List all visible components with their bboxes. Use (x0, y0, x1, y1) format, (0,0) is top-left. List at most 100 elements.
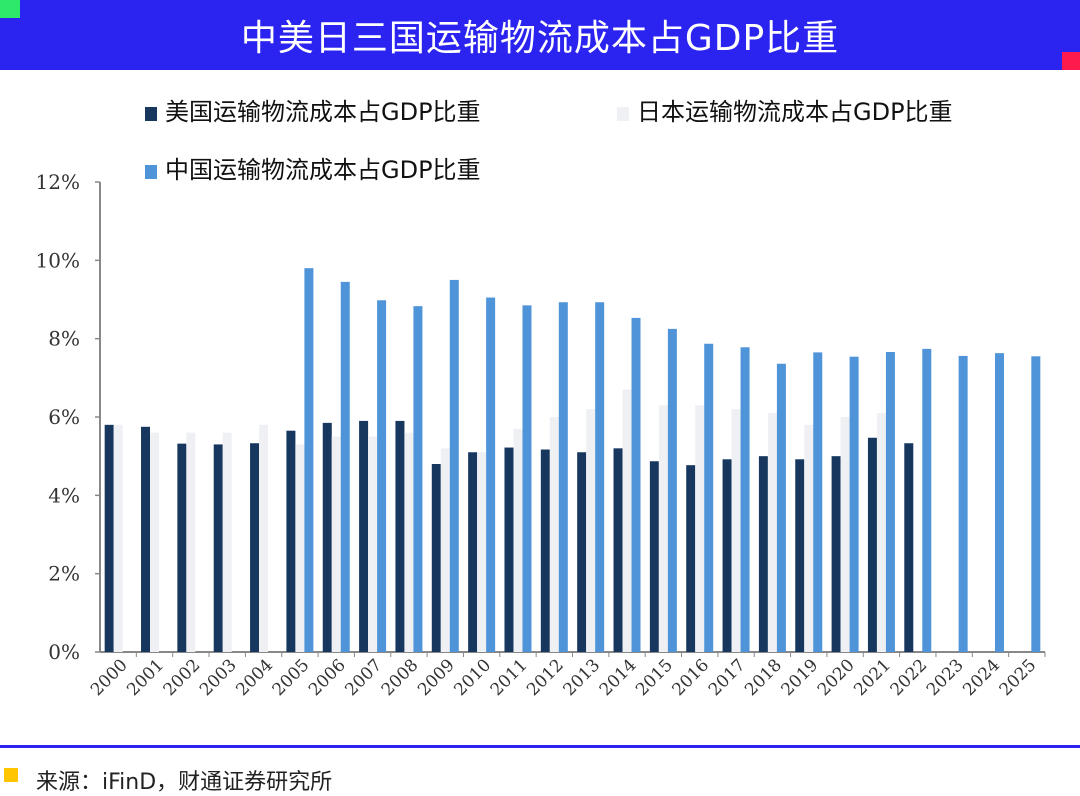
legend-label-china: 中国运输物流成本占GDP比重 (165, 156, 481, 184)
bar-us-2005 (286, 430, 296, 652)
bar-chart: 0% 2% 4% 6% 8% 10% 12% 200020012002200320042005… (36, 98, 1046, 700)
bar-china-2010 (486, 297, 496, 652)
bar-china-2017 (740, 347, 750, 652)
legend-swatch-japan (617, 107, 629, 121)
bar-china-2011 (522, 305, 532, 652)
y-tick-label: 4% (48, 483, 80, 507)
bar-japan-2010 (477, 452, 487, 652)
bar-japan-2015 (658, 405, 668, 652)
x-tick-label: 2011 (487, 655, 532, 700)
x-tick-label: 2022 (887, 655, 932, 700)
x-tick-label: 2019 (778, 655, 823, 700)
bar-china-2008 (413, 306, 423, 652)
bar-japan-2008 (404, 432, 414, 652)
x-tick-label: 2010 (450, 655, 495, 700)
x-tick-label: 2016 (669, 655, 714, 700)
bar-us-2008 (395, 420, 405, 652)
bar-us-2006 (322, 422, 332, 652)
bar-china-2007 (377, 300, 387, 652)
bar-us-2003 (213, 444, 223, 652)
bar-china-2015 (667, 328, 677, 652)
bar-japan-2004 (259, 424, 269, 652)
bar-us-2010 (468, 452, 478, 652)
bar-japan-2003 (222, 432, 232, 652)
bar-japan-2011 (513, 428, 523, 652)
bar-us-2002 (177, 443, 187, 652)
bar-japan-2014 (622, 389, 632, 652)
x-tick-label: 2004 (232, 655, 277, 700)
bar-japan-2013 (586, 409, 596, 652)
bar-japan-2018 (767, 413, 777, 652)
x-tick-label: 2007 (341, 655, 386, 700)
bar-japan-2000 (113, 424, 123, 652)
corner-accent-red (1062, 52, 1080, 70)
bar-japan-2016 (695, 405, 705, 652)
x-tick-label: 2015 (632, 655, 677, 700)
x-tick-label: 2006 (305, 655, 350, 700)
bar-china-2013 (595, 302, 605, 652)
bar-us-2020 (831, 456, 841, 652)
x-tick-label: 2001 (123, 655, 168, 700)
bar-china-2009 (449, 279, 459, 652)
bar-japan-2019 (804, 424, 814, 652)
bar-japan-2021 (876, 413, 886, 652)
x-tick-label: 2020 (814, 655, 859, 700)
x-tick-label: 2005 (269, 655, 314, 700)
x-tick-label: 2003 (196, 655, 241, 700)
x-tick-label: 2002 (160, 655, 205, 700)
bar-us-2017 (722, 459, 732, 652)
x-tick-label: 2017 (705, 655, 750, 700)
bar-china-2014 (631, 317, 641, 652)
x-tick-label: 2009 (414, 655, 459, 700)
bar-japan-2006 (331, 436, 341, 652)
legend-swatch-china (145, 165, 157, 179)
bar-japan-2017 (731, 409, 741, 652)
bar-japan-2020 (840, 417, 850, 652)
bar-us-2015 (649, 461, 659, 652)
x-tick-label: 2024 (959, 655, 1004, 700)
bar-japan-2009 (440, 448, 450, 652)
y-tick-label: 2% (48, 562, 80, 586)
bar-us-2012 (540, 449, 550, 652)
x-tick-label: 2021 (850, 655, 895, 700)
x-tick-label: 2008 (378, 655, 423, 700)
bar-china-2025 (1031, 356, 1041, 652)
bar-japan-2002 (186, 432, 196, 652)
bar-china-2019 (813, 352, 823, 652)
bar-us-2007 (359, 420, 369, 652)
title-bar: 中美日三国运输物流成本占GDP比重 (0, 0, 1080, 70)
bar-us-2011 (504, 447, 514, 652)
bar-china-2024 (994, 353, 1004, 652)
footer-divider (0, 745, 1080, 748)
bar-us-2001 (141, 426, 151, 652)
x-tick-label: 2000 (87, 655, 132, 700)
legend-label-us: 美国运输物流成本占GDP比重 (165, 98, 481, 126)
bar-japan-2007 (368, 436, 378, 652)
corner-accent-green (0, 0, 20, 18)
y-tick-label: 6% (48, 405, 80, 429)
bar-us-2016 (686, 465, 696, 652)
page-title: 中美日三国运输物流成本占GDP比重 (240, 18, 840, 59)
bar-china-2023 (958, 355, 968, 652)
y-tick-label: 10% (36, 248, 80, 272)
bar-china-2020 (849, 356, 859, 652)
bar-china-2006 (340, 281, 350, 652)
bar-china-2016 (704, 343, 714, 652)
bar-us-2004 (250, 443, 260, 652)
bar-china-2018 (776, 363, 786, 652)
legend-swatch-us (145, 107, 157, 121)
y-tick-label: 8% (48, 327, 80, 351)
x-tick-label: 2018 (741, 655, 786, 700)
bar-china-2012 (558, 302, 568, 652)
y-tick-label: 12% (36, 170, 80, 194)
bar-us-2000 (104, 424, 114, 652)
bar-us-2013 (577, 452, 587, 652)
bar-us-2014 (613, 448, 623, 652)
x-tick-label: 2013 (559, 655, 604, 700)
x-tick-label: 2025 (996, 655, 1041, 700)
bar-japan-2012 (549, 417, 559, 652)
bar-us-2021 (867, 437, 877, 652)
x-tick-label: 2014 (596, 655, 641, 700)
bar-china-2005 (304, 268, 314, 652)
y-tick-label: 0% (48, 640, 80, 664)
